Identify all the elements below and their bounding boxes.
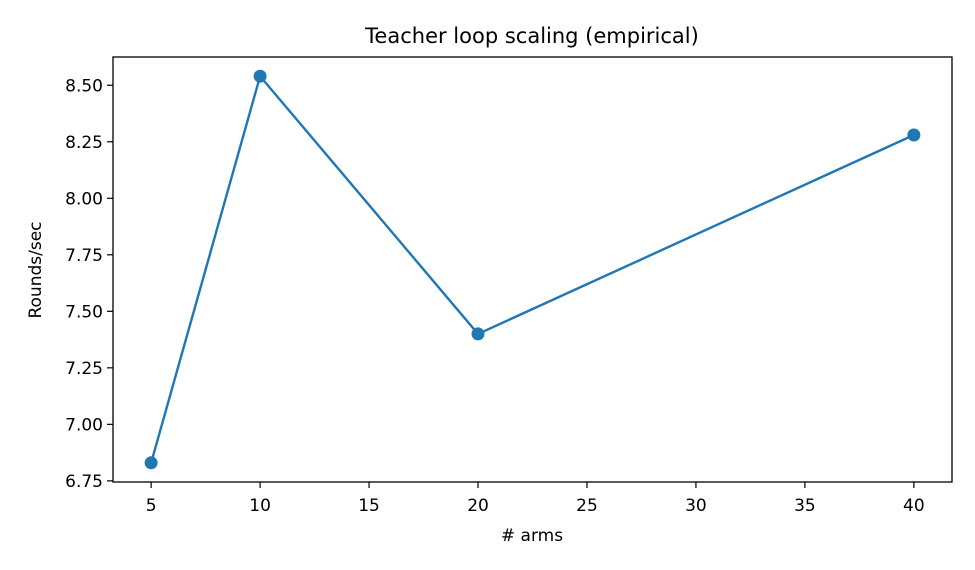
chart-title: Teacher loop scaling (empirical) [364, 24, 699, 48]
data-point [471, 327, 485, 341]
x-tick-label: 10 [249, 496, 271, 516]
x-tick-label: 5 [146, 496, 157, 516]
y-tick-label: 8.25 [65, 133, 103, 153]
x-axis-label: # arms [501, 526, 563, 546]
y-axis-label: Rounds/sec [26, 221, 46, 318]
x-axis: 5 10 15 20 25 30 35 40 [146, 482, 925, 516]
y-tick-label: 7.50 [65, 302, 103, 322]
x-tick-label: 15 [358, 496, 380, 516]
data-point [907, 128, 921, 142]
data-point [144, 456, 158, 470]
x-tick-label: 20 [467, 496, 489, 516]
y-tick-label: 8.00 [65, 189, 103, 209]
x-tick-label: 25 [576, 496, 598, 516]
plot-area [144, 69, 921, 470]
y-axis: 6.75 7.00 7.25 7.50 7.75 8.00 8.25 8.50 [65, 76, 113, 492]
data-point [253, 69, 267, 83]
x-tick-label: 35 [794, 496, 816, 516]
y-tick-label: 7.25 [65, 359, 103, 379]
y-tick-label: 7.00 [65, 415, 103, 435]
y-tick-label: 8.50 [65, 76, 103, 96]
x-tick-label: 40 [903, 496, 925, 516]
y-tick-label: 7.75 [65, 246, 103, 266]
x-tick-label: 30 [685, 496, 707, 516]
series-line [149, 75, 916, 464]
y-tick-label: 6.75 [65, 472, 103, 492]
axes-frame [112, 56, 953, 483]
